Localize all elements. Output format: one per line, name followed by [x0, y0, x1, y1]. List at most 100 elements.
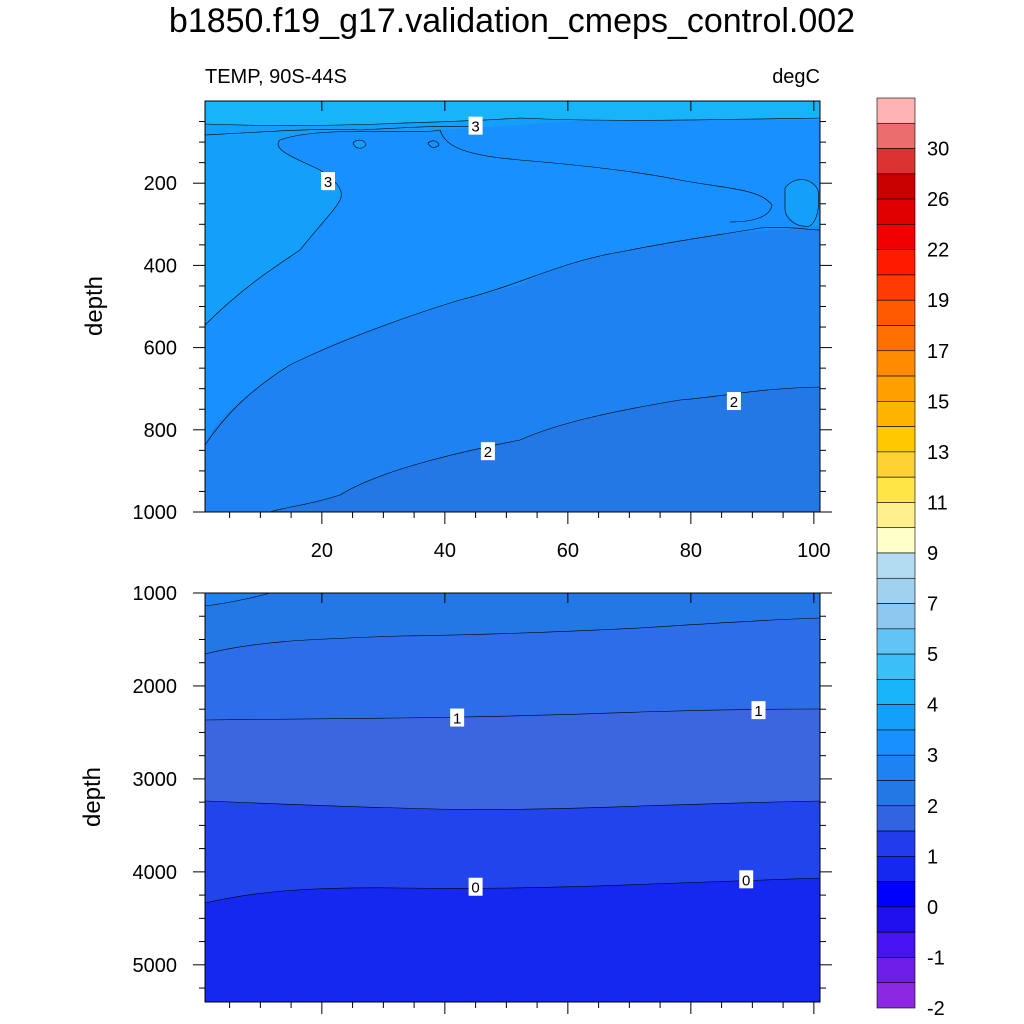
contour-label-box — [468, 877, 483, 896]
contour-label: 2 — [730, 394, 738, 411]
colorbar-label: 9 — [927, 543, 938, 565]
colorbar-label: 5 — [927, 644, 938, 666]
colorbar-box — [876, 729, 916, 756]
upper-band-2p5 — [205, 101, 820, 445]
colorbar-box — [876, 476, 916, 503]
colorbar-label: 7 — [927, 594, 938, 616]
colorbar-box — [876, 830, 916, 857]
colorbar: 30 26 22 19 17 15 13 11 9 7 5 4 3 2 1 0 -1 -2 — [876, 97, 949, 1020]
y-tick-label: 5000 — [133, 955, 178, 977]
y-tick-label: 600 — [144, 338, 177, 360]
colorbar-label: 19 — [927, 290, 949, 312]
contour-label: 3 — [324, 174, 332, 191]
colorbar-box — [876, 957, 916, 984]
contour-label: 2 — [484, 444, 492, 461]
colorbar-box — [876, 502, 916, 529]
colorbar-box — [876, 628, 916, 655]
upper-contours — [204, 117, 821, 513]
colorbar-label: -2 — [927, 998, 945, 1020]
contour-label-box — [321, 172, 335, 191]
y-tick-label: 200 — [144, 173, 177, 195]
colorbar-box — [876, 274, 916, 301]
colorbar-label: 1 — [927, 846, 938, 868]
colorbar-box — [876, 198, 916, 225]
colorbar-label: 26 — [927, 189, 949, 211]
y-tick-label: 800 — [144, 420, 177, 442]
colorbar-box — [876, 881, 916, 908]
lower-band-1p5 — [205, 593, 820, 654]
contour-label: 0 — [471, 880, 479, 897]
upper-band-4 — [205, 101, 820, 126]
lower-band-2 — [205, 593, 270, 606]
x-tick-label: 60 — [557, 540, 579, 562]
colorbar-label: 3 — [927, 745, 938, 767]
lower-panel: 1 1 0 0 1000 2000 3000 4000 5000 depth — [79, 583, 832, 1014]
contour-label: 0 — [742, 872, 750, 889]
colorbar-box — [876, 679, 916, 705]
colorbar-box — [876, 931, 916, 958]
colorbar-label: 13 — [927, 442, 949, 464]
x-tick-label: 100 — [797, 540, 830, 562]
colorbar-label: -1 — [927, 947, 945, 969]
colorbar-box — [876, 249, 916, 276]
x-tick-label: 20 — [311, 540, 333, 562]
colorbar-label: 2 — [927, 796, 938, 818]
colorbar-box — [876, 906, 916, 933]
upper-band-3-dot1 — [353, 140, 366, 149]
colorbar-box — [876, 122, 916, 149]
upper-contour-labels: 3 3 2 2 — [321, 116, 741, 461]
contour-label-box — [726, 392, 741, 411]
upper-ylabel: depth — [81, 276, 108, 336]
colorbar-box — [876, 653, 916, 680]
colorbar-label: 0 — [927, 897, 938, 919]
lower-axis-ticks: 1000 2000 3000 4000 5000 — [133, 583, 832, 1014]
colorbar-box — [876, 603, 916, 630]
upper-left-string: TEMP, 90S-44S — [205, 66, 347, 88]
colorbar-box — [876, 148, 916, 175]
y-tick-label: 4000 — [133, 862, 178, 884]
colorbar-box — [876, 426, 916, 453]
upper-fill — [205, 101, 820, 512]
colorbar-box — [876, 704, 916, 731]
colorbar-box — [876, 856, 916, 882]
y-tick-label: 1000 — [133, 502, 178, 524]
colorbar-label: 17 — [927, 341, 949, 363]
colorbar-box — [876, 401, 916, 427]
upper-band-3-east — [785, 179, 818, 227]
colorbar-box — [876, 350, 916, 377]
colorbar-box — [876, 451, 916, 478]
colorbar-box — [876, 577, 916, 604]
chart-title: b1850.f19_g17.validation_cmeps_control.0… — [168, 2, 856, 40]
upper-right-string: degC — [772, 66, 820, 88]
colorbar-label: 4 — [927, 695, 938, 717]
y-tick-label: 400 — [144, 255, 177, 277]
lower-contour-labels: 1 1 0 0 — [450, 701, 766, 897]
lower-contours — [204, 592, 821, 904]
colorbar-box — [876, 299, 916, 326]
colorbar-box — [876, 805, 916, 832]
contour-label: 1 — [754, 703, 762, 720]
x-tick-label: 80 — [680, 540, 702, 562]
contour-label-box — [751, 701, 766, 720]
colorbar-box — [876, 173, 916, 200]
colorbar-box — [876, 780, 916, 807]
colorbar-label: 15 — [927, 391, 949, 413]
colorbar-label: 22 — [927, 240, 949, 262]
lower-frame — [204, 592, 821, 1003]
contour-label: 1 — [453, 711, 461, 728]
colorbar-box — [876, 325, 916, 352]
y-tick-label: 2000 — [133, 676, 178, 698]
y-tick-label: 1000 — [133, 583, 178, 605]
colorbar-box — [876, 552, 916, 579]
contour-label-box — [450, 708, 465, 727]
colorbar-box — [876, 527, 916, 554]
colorbar-box — [876, 375, 916, 402]
colorbar-box — [876, 754, 916, 781]
colorbar-box — [876, 97, 916, 124]
contour-label: 3 — [471, 119, 479, 136]
colorbar-label: 30 — [927, 139, 949, 161]
contour-label-box — [739, 870, 754, 889]
contour-label-box — [468, 116, 483, 135]
